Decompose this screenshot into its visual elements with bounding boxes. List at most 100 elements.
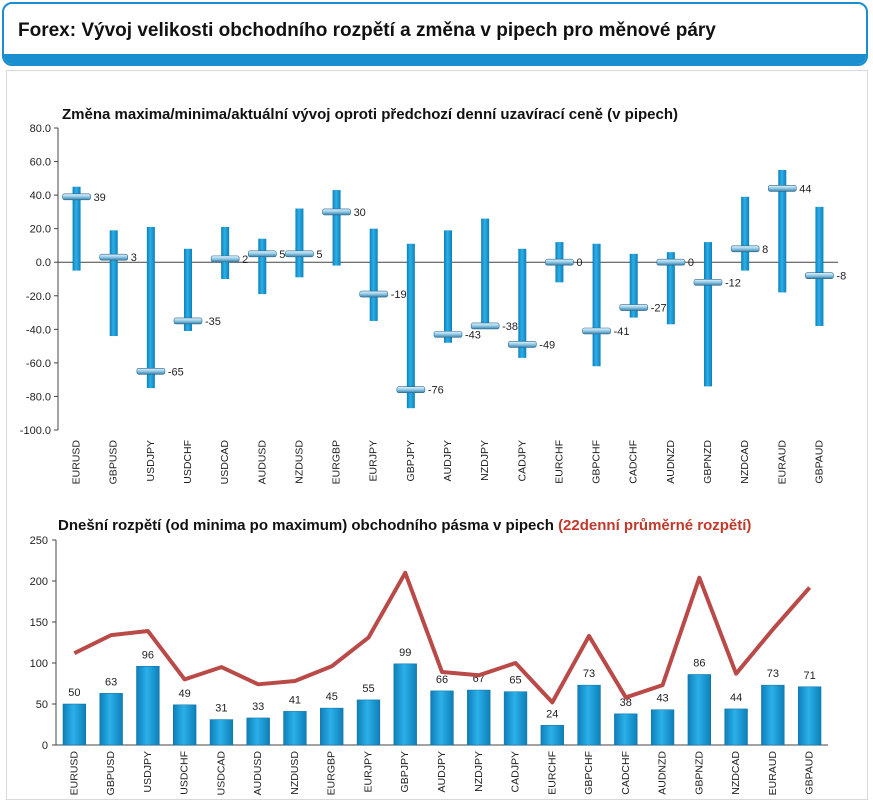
chart1-category-label: EURJPY bbox=[368, 440, 380, 481]
chart1-current-marker bbox=[396, 386, 426, 394]
chart1-y-tick-label: -80.0 bbox=[26, 391, 51, 403]
chart2-bar bbox=[209, 719, 234, 746]
chart2-bar bbox=[614, 713, 638, 746]
chart1-range-bar bbox=[704, 242, 712, 387]
chart1-current-label: -12 bbox=[725, 277, 741, 289]
chart1-range-bar bbox=[406, 243, 415, 409]
chart1-current-marker bbox=[285, 250, 314, 258]
chart1-category-label: AUDUSD bbox=[256, 440, 268, 485]
chart1-current-label: -43 bbox=[465, 329, 481, 341]
chart2-y-tick-label: 150 bbox=[30, 617, 48, 629]
chart1-category-label: USDJPY bbox=[145, 440, 157, 481]
chart2-bar-label: 73 bbox=[767, 668, 779, 680]
chart1-current-label: 30 bbox=[354, 207, 366, 219]
chart1-current-marker bbox=[545, 258, 574, 266]
chart1-current-label: -27 bbox=[651, 303, 667, 315]
chart1-range-bar bbox=[629, 253, 638, 318]
chart1-current-marker bbox=[136, 367, 166, 375]
chart1-range-bar bbox=[258, 238, 267, 295]
chart1-category-label: USDCHF bbox=[182, 440, 194, 484]
chart1-y-tick-label: 60.0 bbox=[30, 157, 51, 169]
chart1-current-label: -49 bbox=[539, 339, 555, 351]
chart1-range-bar bbox=[332, 190, 341, 266]
chart2-bar-label: 50 bbox=[68, 687, 80, 699]
chart2-bar-label: 55 bbox=[362, 683, 374, 695]
chart2-category-label: CADJPY bbox=[510, 751, 522, 792]
chart1-current-label: -65 bbox=[168, 366, 184, 378]
chart1-y-tick-label: 0.0 bbox=[36, 257, 51, 269]
chart1-category-label: CADCHF bbox=[628, 440, 640, 484]
chart2-bar bbox=[430, 690, 454, 746]
chart1-current-marker bbox=[470, 322, 500, 330]
chart2-y-tick-label: 100 bbox=[30, 658, 48, 670]
chart1-current-marker bbox=[805, 272, 834, 279]
chart1-range-bar bbox=[221, 226, 230, 279]
chart1-current-marker bbox=[99, 253, 129, 261]
page-header: Forex: Vývoj velikosti obchodního rozpět… bbox=[2, 2, 868, 66]
chart1-category-label: GBPNZD bbox=[702, 440, 714, 484]
chart1-y-tick-label: -100.0 bbox=[20, 425, 51, 437]
chart1-current-label: -38 bbox=[502, 321, 518, 333]
chart1-current-marker bbox=[507, 341, 537, 348]
chart1-y-tick-label: -20.0 bbox=[26, 291, 51, 303]
chart2-category-label: EURCHF bbox=[546, 751, 558, 795]
chart2-bar-label: 96 bbox=[142, 649, 154, 661]
chart1-category-label: EURCHF bbox=[553, 440, 565, 484]
chart1-current-label: 39 bbox=[94, 192, 106, 204]
chart1-current-marker bbox=[433, 331, 463, 338]
chart1-range-bar bbox=[815, 206, 824, 326]
page-title: Forex: Vývoj velikosti obchodního rozpět… bbox=[18, 20, 716, 41]
header-accent-bar bbox=[4, 54, 866, 64]
chart1-category-label: GBPAUD bbox=[813, 440, 825, 484]
chart1-current-marker bbox=[730, 245, 760, 253]
chart2-bar bbox=[650, 709, 675, 746]
chart2-bar-label: 66 bbox=[436, 674, 448, 686]
chart1-y-tick-label: -40.0 bbox=[26, 324, 51, 336]
chart2-bar-label: 49 bbox=[179, 688, 191, 700]
chart1-current-marker bbox=[210, 255, 240, 263]
chart1-current-marker bbox=[767, 185, 797, 192]
chart1-category-label: GBPJPY bbox=[405, 440, 417, 481]
chart1-range-bar bbox=[592, 243, 601, 367]
chart1-current-label: -19 bbox=[391, 289, 407, 301]
chart1-current-marker bbox=[582, 327, 611, 335]
chart1-range-bar bbox=[72, 186, 81, 271]
chart2-category-label: NZDUSD bbox=[289, 751, 301, 795]
chart2-title: Dnešní rozpětí (od minima po maximum) ob… bbox=[58, 517, 751, 534]
chart1-current-marker bbox=[322, 208, 351, 216]
chart2-y-tick-label: 200 bbox=[30, 576, 48, 588]
chart2-category-label: AUDNZD bbox=[657, 751, 669, 795]
chart1-range-bar bbox=[109, 230, 118, 337]
chart1-category-label: AUDNZD bbox=[665, 440, 677, 484]
chart2-bar bbox=[797, 686, 822, 746]
chart1-current-label: 8 bbox=[762, 244, 768, 256]
chart2-category-label: EURJPY bbox=[362, 751, 374, 792]
chart2-title-highlight: (22denní průměrné rozpětí) bbox=[558, 517, 751, 534]
chart2-bar bbox=[320, 707, 344, 746]
chart1-current-marker bbox=[656, 258, 686, 266]
chart1-range-bar bbox=[146, 226, 155, 389]
chart1-category-label: GBPUSD bbox=[108, 440, 120, 485]
chart2-category-label: GBPJPY bbox=[399, 751, 411, 792]
chart2-bar-label: 44 bbox=[730, 692, 742, 704]
chart2-bar bbox=[283, 711, 307, 746]
chart2-category-label: GBPCHF bbox=[583, 751, 595, 795]
chart1-current-marker bbox=[173, 317, 203, 325]
chart1-current-marker bbox=[62, 193, 91, 201]
chart2-bar bbox=[356, 699, 381, 746]
chart2-category-label: GBPAUD bbox=[804, 751, 816, 795]
chart2-bar-label: 41 bbox=[289, 694, 301, 706]
chart2-bar bbox=[173, 704, 197, 746]
chart2-bar bbox=[467, 689, 491, 746]
chart2-category-label: USDCHF bbox=[179, 751, 191, 795]
chart2-bar-label: 63 bbox=[105, 676, 117, 688]
chart1-range-bar bbox=[741, 196, 750, 271]
chart1-category-label: NZDCAD bbox=[739, 440, 751, 484]
chart1-range-bar bbox=[184, 248, 192, 332]
chart2-bar-label: 31 bbox=[215, 703, 227, 715]
chart1-category-label: GBPCHF bbox=[591, 440, 603, 484]
chart1-y-tick-label: -60.0 bbox=[26, 358, 51, 370]
chart2-category-label: GBPUSD bbox=[105, 751, 117, 796]
chart1-category-label: NZDUSD bbox=[293, 440, 305, 484]
chart1-category-label: USDCAD bbox=[219, 440, 231, 485]
